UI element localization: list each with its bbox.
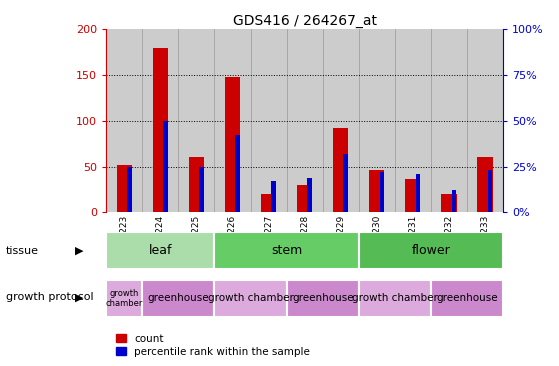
Bar (405, 179, 420, 212)
Bar (415, 174, 420, 212)
Bar (452, 190, 456, 212)
Bar (215, 232, 359, 269)
Bar (359, 29, 395, 212)
Bar (106, 280, 143, 317)
Bar (369, 170, 385, 212)
Text: growth
chamber: growth chamber (106, 288, 143, 308)
Bar (359, 280, 431, 317)
Bar (287, 280, 359, 317)
Bar (323, 29, 359, 212)
Text: greenhouse: greenhouse (436, 293, 498, 303)
Bar (287, 29, 323, 212)
Bar (106, 232, 215, 269)
Text: greenhouse: greenhouse (148, 293, 209, 303)
Bar (467, 29, 503, 212)
Bar (117, 165, 132, 212)
Text: greenhouse: greenhouse (292, 293, 353, 303)
Bar (488, 170, 492, 212)
Bar (395, 29, 431, 212)
Bar (127, 167, 132, 212)
Bar (431, 280, 503, 317)
Bar (235, 135, 240, 212)
Text: growth protocol: growth protocol (6, 292, 93, 302)
Bar (178, 29, 215, 212)
Bar (271, 181, 276, 212)
Bar (250, 29, 287, 212)
Bar (199, 167, 204, 212)
Bar (431, 29, 467, 212)
Bar (359, 232, 503, 269)
Bar (261, 194, 276, 212)
Bar (143, 280, 215, 317)
Bar (225, 77, 240, 212)
Bar (153, 48, 168, 212)
Text: stem: stem (271, 244, 302, 257)
Bar (143, 29, 178, 212)
Text: ▶: ▶ (75, 292, 84, 302)
Bar (307, 178, 312, 212)
Text: tissue: tissue (6, 246, 39, 256)
Bar (333, 128, 348, 212)
Bar (215, 280, 287, 317)
Text: leaf: leaf (149, 244, 172, 257)
Text: growth chamber: growth chamber (207, 293, 293, 303)
Bar (163, 121, 168, 212)
Bar (189, 157, 204, 212)
Bar (215, 29, 250, 212)
Text: growth chamber: growth chamber (352, 293, 438, 303)
Bar (380, 172, 384, 212)
Bar (477, 157, 492, 212)
Text: flower: flower (411, 244, 451, 257)
Bar (106, 29, 143, 212)
Title: GDS416 / 264267_at: GDS416 / 264267_at (233, 14, 377, 28)
Legend: count, percentile rank within the sample: count, percentile rank within the sample (111, 329, 314, 361)
Bar (297, 185, 312, 212)
Bar (442, 194, 457, 212)
Bar (343, 154, 348, 212)
Text: ▶: ▶ (75, 246, 84, 256)
